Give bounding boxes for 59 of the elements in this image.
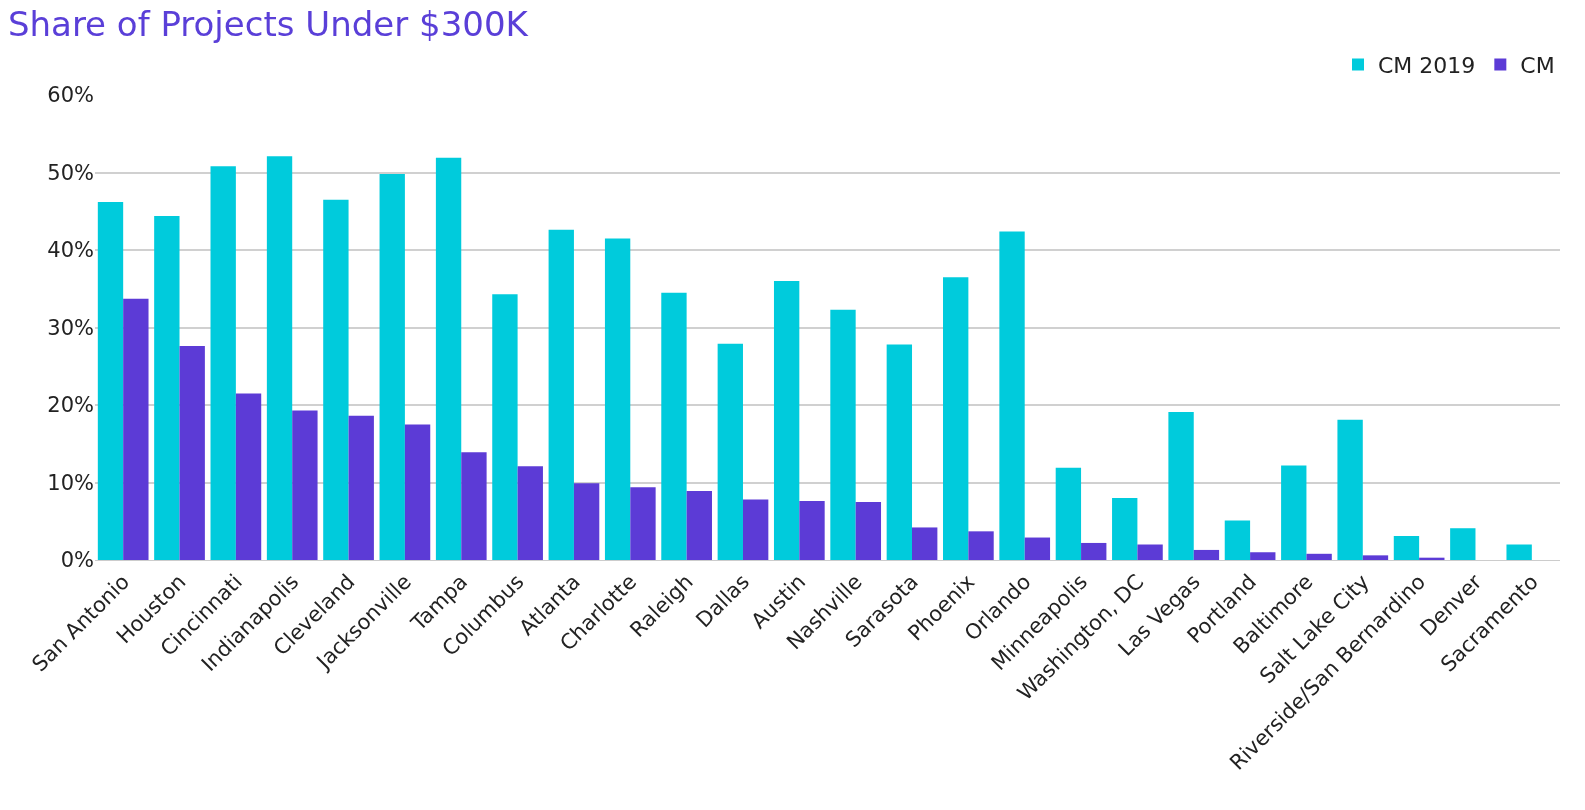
y-tick-label: 50% bbox=[47, 160, 94, 185]
bar bbox=[1362, 555, 1389, 560]
bar bbox=[1081, 542, 1107, 560]
bar bbox=[435, 157, 462, 560]
bar bbox=[235, 393, 262, 560]
y-tick-label: 40% bbox=[47, 238, 94, 263]
bar bbox=[799, 501, 825, 560]
bar bbox=[323, 199, 349, 560]
bar bbox=[661, 292, 687, 560]
bar bbox=[404, 424, 431, 560]
bar bbox=[742, 499, 769, 560]
bar bbox=[604, 238, 631, 560]
bar bbox=[968, 531, 994, 560]
y-tick-label: 60% bbox=[47, 83, 94, 108]
bar bbox=[1168, 411, 1194, 560]
bar bbox=[886, 344, 913, 560]
legend-label: CM bbox=[1520, 53, 1555, 79]
bar bbox=[266, 156, 293, 560]
bar bbox=[855, 501, 882, 560]
bar bbox=[154, 215, 180, 560]
bar bbox=[1250, 552, 1276, 560]
bar bbox=[348, 415, 374, 560]
bar bbox=[292, 410, 318, 560]
bar bbox=[830, 309, 856, 560]
bar bbox=[492, 294, 518, 560]
bar bbox=[461, 452, 487, 560]
bar bbox=[1024, 537, 1051, 560]
bar bbox=[1193, 549, 1220, 560]
bar bbox=[379, 174, 405, 560]
bar bbox=[179, 346, 205, 560]
bar bbox=[517, 466, 543, 560]
bar bbox=[123, 298, 149, 560]
y-tick-label: 10% bbox=[47, 470, 94, 495]
bar bbox=[573, 483, 600, 560]
legend-label: CM 2019 bbox=[1378, 53, 1476, 79]
bar bbox=[630, 487, 656, 560]
chart-title: Share of Projects Under $300K bbox=[7, 3, 530, 44]
bar bbox=[717, 343, 743, 560]
bar bbox=[1506, 544, 1532, 560]
bar bbox=[1450, 528, 1476, 560]
y-tick-label: 20% bbox=[47, 393, 94, 418]
bar bbox=[210, 166, 236, 560]
bar bbox=[1393, 535, 1420, 560]
bar bbox=[1337, 419, 1363, 560]
bar bbox=[999, 231, 1025, 560]
bar bbox=[1224, 520, 1251, 560]
bar bbox=[1281, 465, 1307, 560]
bar bbox=[686, 491, 712, 560]
y-tick-label: 0% bbox=[60, 548, 94, 573]
bar bbox=[1055, 467, 1082, 560]
bar bbox=[943, 277, 969, 560]
bar bbox=[97, 201, 124, 560]
bar bbox=[1306, 553, 1332, 560]
bar bbox=[548, 229, 574, 560]
bar bbox=[773, 281, 800, 560]
bar bbox=[912, 527, 938, 560]
bar bbox=[1112, 498, 1138, 560]
y-tick-label: 30% bbox=[47, 315, 94, 340]
bar bbox=[1137, 544, 1163, 560]
